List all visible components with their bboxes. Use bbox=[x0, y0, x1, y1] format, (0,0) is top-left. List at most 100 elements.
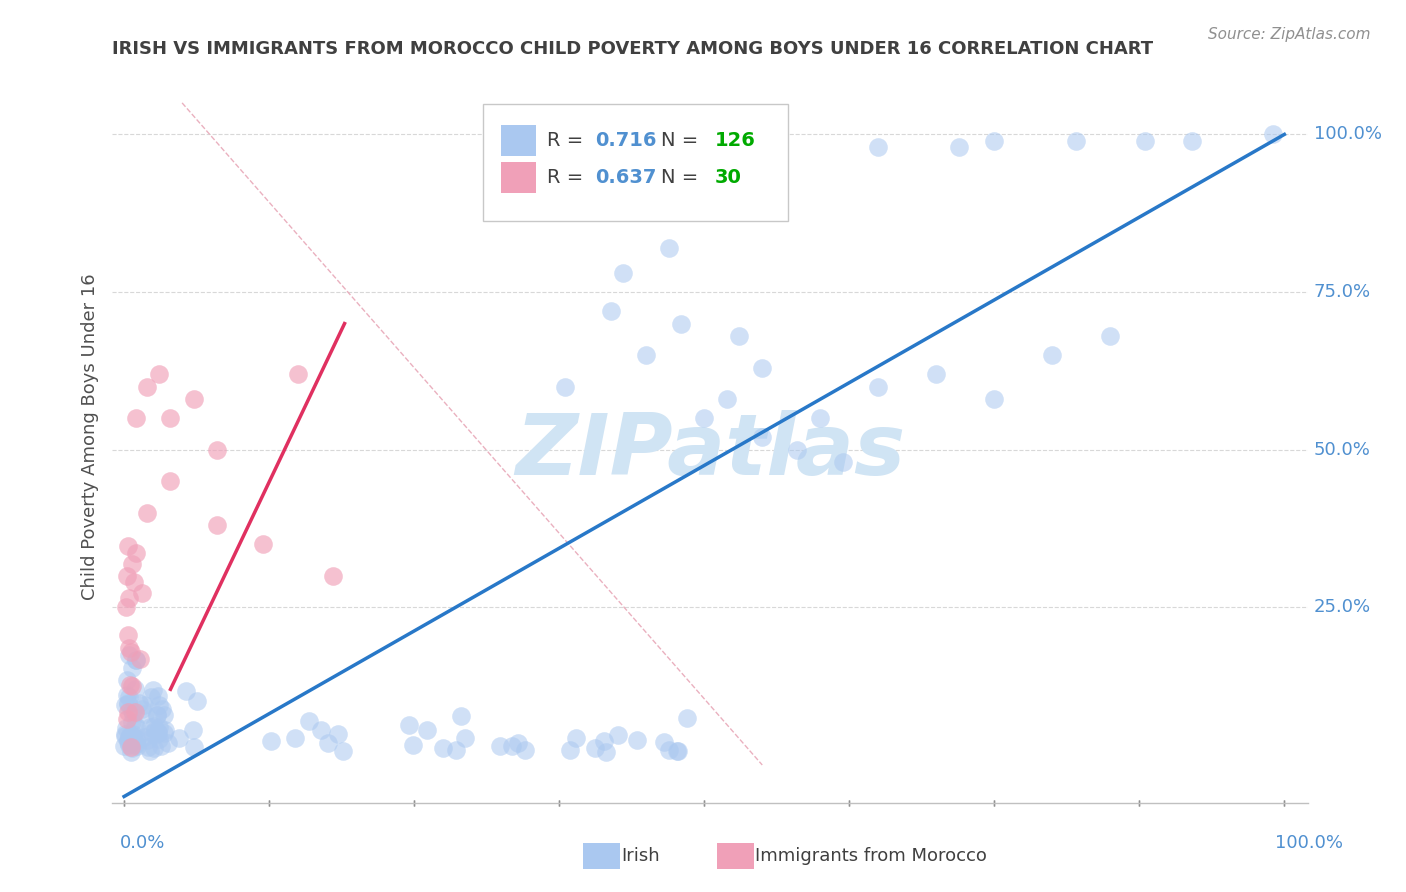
Point bbox=[287, 367, 309, 381]
Text: Immigrants from Morocco: Immigrants from Morocco bbox=[755, 847, 987, 865]
Text: 100.0%: 100.0% bbox=[1275, 834, 1343, 852]
Point bbox=[1261, 128, 1284, 142]
Point bbox=[153, 708, 176, 723]
Text: 0.0%: 0.0% bbox=[120, 834, 165, 852]
Point bbox=[558, 743, 581, 757]
Point bbox=[636, 348, 658, 362]
Point bbox=[1040, 348, 1063, 362]
Point bbox=[120, 645, 142, 659]
Point bbox=[148, 726, 170, 740]
Point bbox=[124, 682, 146, 697]
Text: R =: R = bbox=[547, 168, 591, 187]
Point bbox=[134, 706, 156, 721]
Point bbox=[146, 725, 169, 739]
Point bbox=[666, 744, 689, 758]
Point bbox=[186, 694, 208, 708]
FancyBboxPatch shape bbox=[484, 104, 787, 221]
Point bbox=[716, 392, 738, 407]
Point bbox=[398, 718, 420, 732]
Point bbox=[159, 474, 181, 488]
Point bbox=[134, 730, 156, 744]
Point bbox=[183, 739, 205, 754]
Point bbox=[129, 652, 152, 666]
Point bbox=[122, 707, 145, 722]
Point bbox=[583, 741, 606, 756]
Point bbox=[117, 730, 139, 744]
Point bbox=[626, 733, 648, 747]
Point bbox=[118, 728, 141, 742]
Point bbox=[983, 392, 1005, 407]
Point bbox=[125, 719, 148, 733]
Point bbox=[148, 720, 170, 734]
Point bbox=[565, 731, 588, 746]
Point bbox=[143, 728, 166, 742]
Point bbox=[693, 411, 716, 425]
Point bbox=[124, 719, 146, 733]
Point bbox=[148, 698, 170, 712]
Point bbox=[153, 723, 176, 737]
Point bbox=[125, 732, 148, 747]
Point bbox=[593, 734, 616, 748]
Point bbox=[145, 707, 167, 722]
Point bbox=[159, 411, 181, 425]
Point bbox=[114, 600, 136, 615]
Text: N =: N = bbox=[661, 131, 704, 151]
Text: 100.0%: 100.0% bbox=[1313, 126, 1382, 144]
Point bbox=[252, 537, 274, 551]
Point bbox=[150, 739, 173, 753]
Point bbox=[868, 379, 890, 393]
Point bbox=[148, 731, 170, 746]
Point bbox=[125, 732, 148, 747]
Point bbox=[205, 518, 228, 533]
Point bbox=[117, 628, 139, 642]
Point bbox=[316, 736, 339, 750]
Point bbox=[125, 653, 148, 667]
Point bbox=[506, 736, 529, 750]
Point bbox=[127, 739, 149, 753]
Point bbox=[832, 455, 855, 469]
Point bbox=[298, 714, 321, 728]
Point bbox=[136, 506, 159, 520]
Point bbox=[146, 689, 169, 703]
Point bbox=[143, 719, 166, 733]
Point bbox=[143, 723, 166, 737]
Point bbox=[326, 726, 349, 740]
Point bbox=[148, 367, 170, 381]
Point bbox=[121, 740, 143, 755]
Point bbox=[118, 648, 141, 662]
Point bbox=[115, 722, 138, 736]
Point bbox=[786, 442, 808, 457]
Text: IRISH VS IMMIGRANTS FROM MOROCCO CHILD POVERTY AMONG BOYS UNDER 16 CORRELATION C: IRISH VS IMMIGRANTS FROM MOROCCO CHILD P… bbox=[112, 40, 1153, 58]
Text: Irish: Irish bbox=[621, 847, 659, 865]
Text: 75.0%: 75.0% bbox=[1313, 283, 1371, 301]
Point bbox=[156, 736, 179, 750]
Point bbox=[600, 304, 623, 318]
Point bbox=[138, 739, 160, 754]
Point bbox=[143, 741, 166, 756]
Point bbox=[115, 688, 138, 702]
Text: 0.716: 0.716 bbox=[595, 131, 657, 151]
Point bbox=[115, 569, 138, 583]
Point bbox=[332, 743, 354, 757]
Point bbox=[658, 743, 681, 757]
Point bbox=[122, 575, 145, 590]
Point bbox=[136, 379, 159, 393]
Text: 50.0%: 50.0% bbox=[1313, 441, 1371, 458]
Point bbox=[1180, 134, 1202, 148]
Point bbox=[1099, 329, 1122, 343]
Text: N =: N = bbox=[661, 168, 704, 187]
Text: R =: R = bbox=[547, 131, 591, 151]
Point bbox=[1133, 134, 1156, 148]
Point bbox=[612, 266, 634, 280]
Point bbox=[117, 591, 139, 606]
Point bbox=[808, 411, 831, 425]
Point bbox=[118, 739, 141, 753]
Point bbox=[444, 743, 467, 757]
Point bbox=[513, 743, 536, 757]
Y-axis label: Child Poverty Among Boys Under 16: Child Poverty Among Boys Under 16 bbox=[80, 274, 98, 600]
Point bbox=[174, 684, 197, 698]
Point bbox=[120, 745, 142, 759]
FancyBboxPatch shape bbox=[501, 162, 536, 193]
Point bbox=[150, 702, 173, 716]
Text: ZIPatlas: ZIPatlas bbox=[515, 410, 905, 493]
